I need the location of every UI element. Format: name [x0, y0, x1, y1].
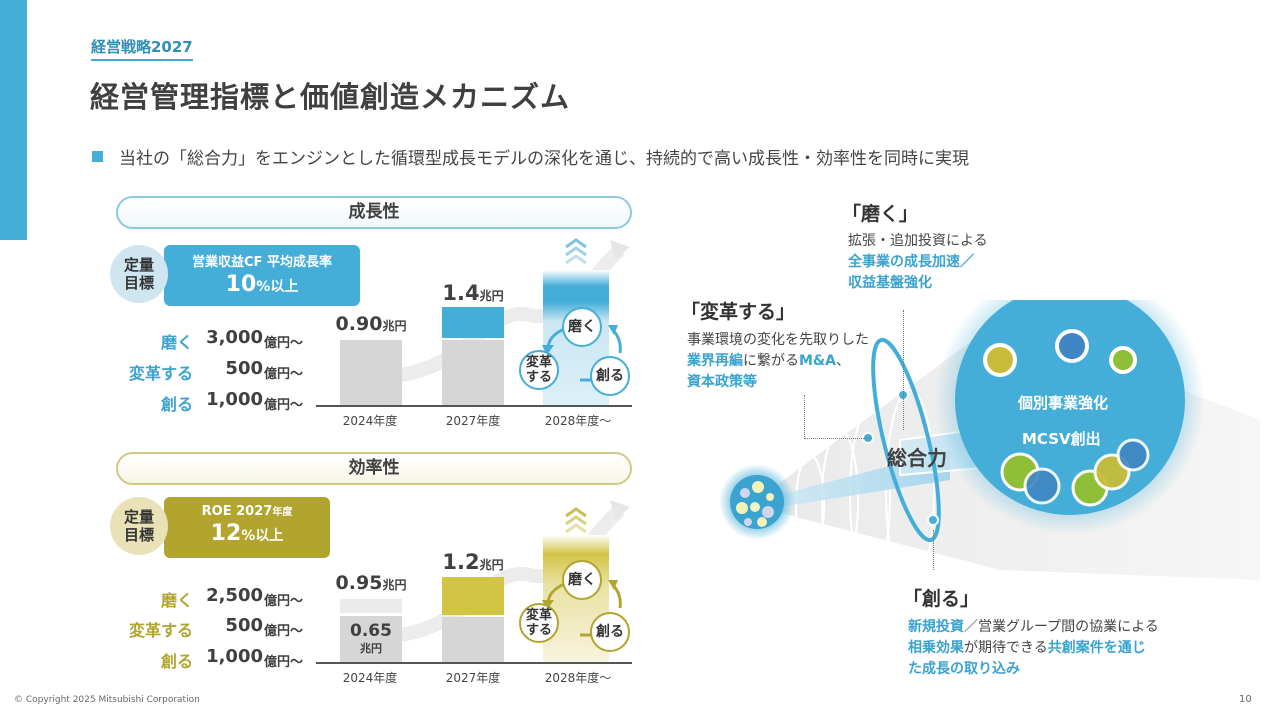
growth-bar-2024 — [340, 340, 402, 405]
efficiency-bar-2027-base — [442, 617, 504, 662]
efficiency-row-label-polish: 磨く — [160, 591, 193, 610]
page-number: 10 — [1239, 694, 1252, 705]
efficiency-target-badge: 定量 目標 — [110, 497, 168, 555]
efficiency-bar-2024-inner-label: 0.65 兆円 — [350, 621, 392, 655]
efficiency-row-unit: 億円〜 — [264, 655, 304, 670]
efficiency-bar-2027-label: 1.2兆円 — [442, 550, 504, 574]
efficiency-row-unit: 億円〜 — [264, 624, 304, 639]
growth-x-label-2027: 2027年度 — [445, 414, 501, 428]
efficiency-section-header: 効率性 — [116, 452, 632, 485]
growth-row-label-polish: 磨く — [160, 333, 193, 352]
bullet-square-icon — [92, 151, 103, 162]
side-accent-bar — [0, 0, 27, 240]
create-leader-line — [933, 530, 934, 570]
lead-statement: 当社の「総合力」をエンジンとした循環型成長モデルの深化を通じ、持続的で高い成長性… — [92, 144, 969, 169]
efficiency-x-label-2027: 2027年度 — [445, 671, 501, 685]
efficiency-row-value-polish: 2,500 — [206, 585, 263, 606]
engine-label: 総合力 — [887, 446, 947, 470]
growth-cycle-transform: 変革 する — [519, 350, 559, 390]
growth-row-label-transform: 変革する — [128, 364, 193, 383]
growth-cycle-polish: 磨く — [562, 307, 602, 347]
efficiency-bar-2024-label: 0.95兆円 — [335, 572, 407, 594]
transform-description: 事業環境の変化を先取りした 業界再編に繋がるM&A、 資本政策等 — [687, 332, 869, 390]
growth-x-axis — [316, 405, 632, 407]
growth-bar-2027-base — [442, 340, 504, 405]
copyright: © Copyright 2025 Mitsubishi Corporation — [14, 695, 200, 705]
growth-target-box: 営業収益CF 平均成長率 10%以上 — [164, 245, 360, 306]
growth-chevrons-up-icon — [565, 238, 587, 265]
efficiency-target-value: 12%以上 — [210, 521, 284, 546]
growth-bar-2027-increment — [442, 307, 504, 338]
efficiency-cycle-polish: 磨く — [562, 560, 602, 600]
lead-text: 当社の「総合力」をエンジンとした循環型成長モデルの深化を通じ、持続的で高い成長性… — [119, 149, 969, 169]
outcome-label-individual: 個別事業強化 — [1018, 394, 1109, 412]
outcome-label-mcsv: MCSV創出 — [1022, 430, 1101, 448]
page-title: 経営管理指標と価値創造メカニズム — [90, 80, 571, 114]
growth-bar-2027-label: 1.4兆円 — [442, 281, 504, 305]
create-heading: 「創る」 — [903, 588, 980, 610]
growth-x-label-2028: 2028年度〜 — [544, 414, 612, 428]
growth-row-label-create: 創る — [160, 395, 193, 414]
efficiency-row-value-transform: 500 — [225, 615, 263, 636]
growth-row-value-polish: 3,000 — [206, 327, 263, 348]
efficiency-cycle-create: 創る — [590, 612, 630, 652]
transform-leader-line — [804, 395, 805, 439]
growth-x-label-2024: 2024年度 — [342, 414, 398, 428]
section-kicker: 経営戦略2027 — [91, 36, 193, 61]
create-description: 新規投資／営業グループ間の協業による 相乗効果が期待できる共創案件を通じ た成長… — [908, 619, 1159, 677]
efficiency-row-unit: 億円〜 — [264, 594, 304, 609]
value-creation-diagram — [719, 300, 1260, 591]
efficiency-row-label-transform: 変革する — [128, 621, 193, 640]
growth-target-metric: 営業収益CF 平均成長率 — [192, 255, 332, 270]
transform-heading: 「変革する」 — [681, 301, 796, 323]
growth-row-value-create: 1,000 — [206, 389, 263, 410]
growth-target-badge: 定量 目標 — [110, 245, 168, 303]
polish-heading: 「磨く」 — [842, 203, 919, 225]
growth-row-unit: 億円〜 — [264, 336, 304, 351]
polish-leader-line — [903, 310, 904, 430]
growth-row-unit: 億円〜 — [264, 367, 304, 382]
growth-section-header: 成長性 — [116, 196, 632, 229]
transform-leader-line-h — [804, 438, 872, 439]
efficiency-target-box: ROE 2027年度 12%以上 — [164, 497, 330, 558]
efficiency-target-metric: ROE 2027年度 — [201, 504, 293, 519]
efficiency-x-axis — [316, 662, 632, 664]
efficiency-chevrons-up-icon — [565, 507, 587, 534]
growth-row-unit: 億円〜 — [264, 398, 304, 413]
polish-description: 拡張・追加投資による 全事業の成長加速／ 収益基盤強化 — [848, 233, 988, 291]
efficiency-row-value-create: 1,000 — [206, 646, 263, 667]
growth-row-value-transform: 500 — [225, 358, 263, 379]
growth-bar-2024-label: 0.90兆円 — [335, 313, 407, 335]
growth-target-value: 10%以上 — [225, 272, 299, 297]
efficiency-bar-2027-increment — [442, 577, 504, 615]
efficiency-bar-2024-top — [340, 599, 402, 613]
efficiency-bar-2024-base — [340, 616, 402, 662]
efficiency-cycle-transform: 変革 する — [519, 603, 559, 643]
growth-cycle-create: 創る — [590, 356, 630, 396]
efficiency-row-label-create: 創る — [160, 652, 193, 671]
efficiency-x-label-2028: 2028年度〜 — [544, 671, 612, 685]
efficiency-x-label-2024: 2024年度 — [342, 671, 398, 685]
